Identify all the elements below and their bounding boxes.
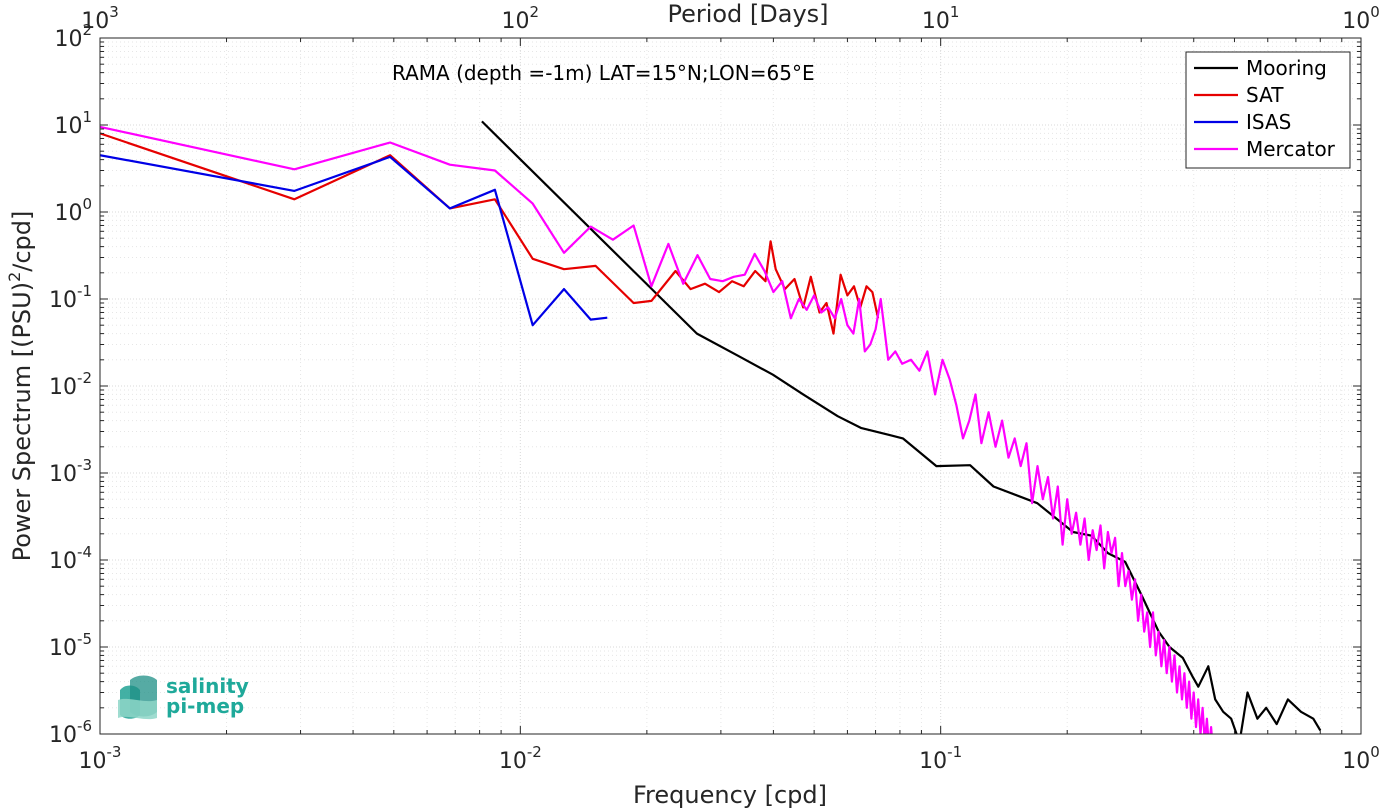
series-line-sat bbox=[100, 132, 880, 335]
top-tick-label: 103 bbox=[81, 3, 119, 34]
series-line-mercator bbox=[100, 125, 1213, 734]
y-tick-label: 100 bbox=[54, 195, 92, 226]
y-tick-label: 102 bbox=[54, 21, 92, 52]
x-axis-title: Frequency [cpd] bbox=[633, 781, 827, 809]
logo-line-2: pi-mep bbox=[166, 694, 244, 718]
top-tick-label: 100 bbox=[1342, 3, 1380, 34]
y-tick-label: 10-3 bbox=[49, 456, 92, 487]
series-group bbox=[100, 120, 1322, 734]
y-axis-title-sup: 2 bbox=[5, 272, 24, 282]
series-line-isas bbox=[100, 154, 608, 327]
axis-ticks bbox=[99, 38, 1361, 735]
y-tick-label: 10-1 bbox=[49, 282, 92, 313]
y-axis-title-end: /cpd] bbox=[8, 211, 36, 272]
y-tick-label: 101 bbox=[54, 108, 92, 139]
x-tick-label: 100 bbox=[1342, 743, 1380, 774]
legend-label-mercator: Mercator bbox=[1246, 137, 1336, 161]
y-axis-title-main: Power Spectrum [(PSU) bbox=[8, 282, 36, 561]
y-tick-label: 10-5 bbox=[49, 630, 92, 661]
y-tick-label: 10-4 bbox=[49, 543, 92, 574]
salinity-pi-mep-logo: salinity pi-mep bbox=[118, 674, 249, 720]
y-tick-label: 10-6 bbox=[49, 717, 92, 748]
legend-label-isas: ISAS bbox=[1246, 110, 1291, 134]
top-tick-label: 102 bbox=[502, 3, 540, 34]
x-tick-label: 10-3 bbox=[79, 743, 122, 774]
x-tick-label: 10-2 bbox=[499, 743, 542, 774]
logo-line-1: salinity bbox=[166, 674, 249, 698]
top-axis-title: Period [Days] bbox=[667, 0, 828, 28]
legend: Mooring SAT ISAS Mercator bbox=[1185, 51, 1351, 169]
x-tick-label: 10-1 bbox=[919, 743, 962, 774]
y-axis-title: Power Spectrum [(PSU)2/cpd] bbox=[5, 211, 36, 562]
top-tick-label: 101 bbox=[922, 3, 960, 34]
grid bbox=[99, 38, 1361, 735]
logo-wave-icon-3 bbox=[118, 698, 157, 720]
y-tick-label: 10-2 bbox=[49, 369, 92, 400]
chart-title: RAMA (depth =-1m) LAT=15°N;LON=65°E bbox=[392, 61, 815, 85]
legend-label-mooring: Mooring bbox=[1246, 56, 1327, 80]
legend-label-sat: SAT bbox=[1246, 83, 1284, 107]
